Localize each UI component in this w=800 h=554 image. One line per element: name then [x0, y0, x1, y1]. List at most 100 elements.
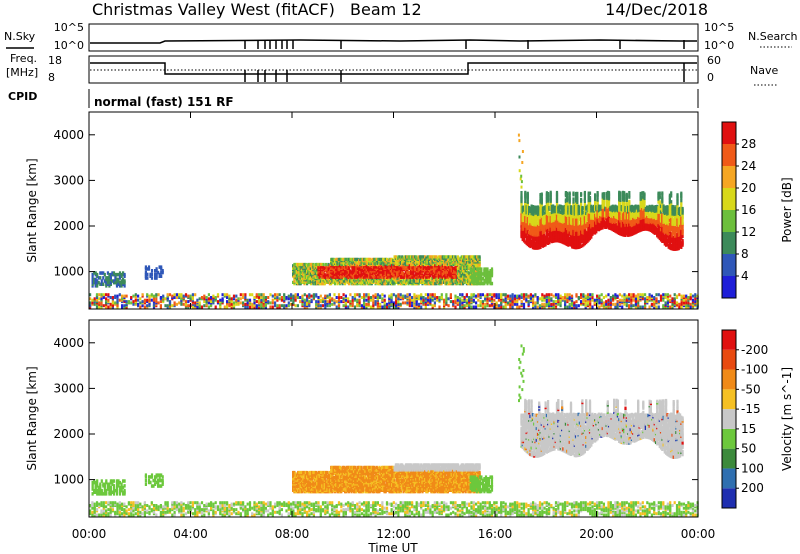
echo-cell [536, 221, 540, 225]
echo-cell [255, 304, 258, 308]
echo-cell [365, 293, 368, 297]
echo-cell [547, 225, 550, 229]
echo-cell [448, 255, 451, 259]
echo-cell [295, 275, 298, 279]
echo-cell [555, 234, 559, 238]
echo-cell [472, 293, 475, 297]
echo-cell [399, 275, 402, 279]
echo-cell [632, 304, 635, 308]
echo-cell [373, 260, 376, 264]
echo-cell [326, 266, 329, 270]
echo-cell [319, 279, 323, 283]
echo-cell [567, 224, 570, 228]
echo-cell [544, 228, 547, 232]
echo-cell [112, 279, 116, 283]
echo-cell [475, 294, 478, 298]
echo-cell [472, 259, 475, 263]
echo-cell [347, 305, 350, 309]
echo-cell [453, 274, 456, 278]
echo-cell [444, 255, 447, 259]
echo-cell [682, 301, 685, 305]
echo-cell [687, 296, 690, 299]
echo-cell [417, 294, 421, 298]
echo-cell [435, 269, 438, 273]
echo-cell [609, 301, 612, 305]
echo-cell [356, 260, 359, 264]
echo-cell [469, 275, 472, 279]
echo-cell [452, 300, 455, 304]
echo-cell [689, 302, 692, 306]
echo-cell [535, 205, 538, 209]
echo-cell [337, 296, 341, 299]
echo-cell [144, 265, 147, 269]
echo-cell [474, 255, 477, 259]
echo-cell [198, 304, 201, 308]
echo-cell [558, 216, 561, 220]
echo-cell [424, 265, 427, 269]
echo-cell [355, 268, 358, 272]
echo-cell [440, 296, 443, 299]
echo-cell [526, 241, 529, 245]
echo-cell [422, 274, 425, 278]
echo-cell [521, 205, 524, 209]
echo-cell [380, 273, 383, 277]
echo-cell [516, 294, 519, 298]
echo-cell [175, 296, 178, 299]
echo-cell [342, 274, 345, 278]
echo-cell [552, 208, 555, 213]
echo-cell [191, 296, 194, 299]
echo-cell [634, 294, 637, 298]
echo-cell [307, 262, 310, 267]
echo-cell [678, 305, 681, 309]
echo-cell [164, 297, 167, 301]
echo-cell [342, 277, 345, 281]
echo-cell [146, 267, 149, 271]
echo-cell [336, 280, 339, 284]
echo-cell [328, 293, 331, 297]
echo-cell [308, 277, 311, 281]
echo-cell [547, 205, 550, 209]
echo-cell [646, 296, 649, 299]
echo-cell [561, 234, 564, 238]
echo-cell [669, 298, 672, 302]
echo-cell [381, 297, 384, 301]
echo-cell [157, 301, 160, 305]
echo-cell [431, 270, 434, 274]
echo-cell [322, 266, 325, 270]
echo-cell [534, 233, 537, 237]
echo-cell [344, 279, 347, 283]
echo-cell [397, 297, 400, 301]
echo-cell [406, 293, 409, 297]
echo-cell [539, 236, 542, 241]
echo-cell [108, 280, 111, 285]
echo-cell [255, 300, 258, 304]
echo-cell [269, 301, 272, 305]
echo-cell [480, 270, 483, 275]
echo-cell [550, 302, 553, 306]
echo-cell [487, 275, 491, 279]
echo-cell [493, 302, 496, 306]
echo-cell [312, 293, 315, 297]
echo-cell [198, 297, 201, 301]
echo-cell [506, 294, 510, 298]
echo-cell [607, 298, 610, 302]
echo-cell [486, 267, 489, 271]
echo-cell [168, 300, 172, 304]
echo-cell [506, 301, 510, 305]
echo-cell [407, 270, 410, 274]
echo-cell [408, 264, 411, 268]
echo-cell [139, 301, 142, 305]
echo-cell [374, 257, 377, 261]
echo-cell [91, 298, 94, 302]
echo-cell [304, 262, 307, 267]
echo-cell [468, 271, 471, 276]
echo-cell [463, 273, 466, 277]
echo-cell [434, 264, 437, 268]
echo-cell [383, 266, 386, 270]
echo-cell [441, 255, 444, 259]
echo-cell [480, 281, 483, 286]
echo-cell [427, 255, 430, 259]
echo-cell [436, 277, 439, 281]
echo-cell [531, 229, 534, 234]
echo-cell [447, 304, 450, 308]
